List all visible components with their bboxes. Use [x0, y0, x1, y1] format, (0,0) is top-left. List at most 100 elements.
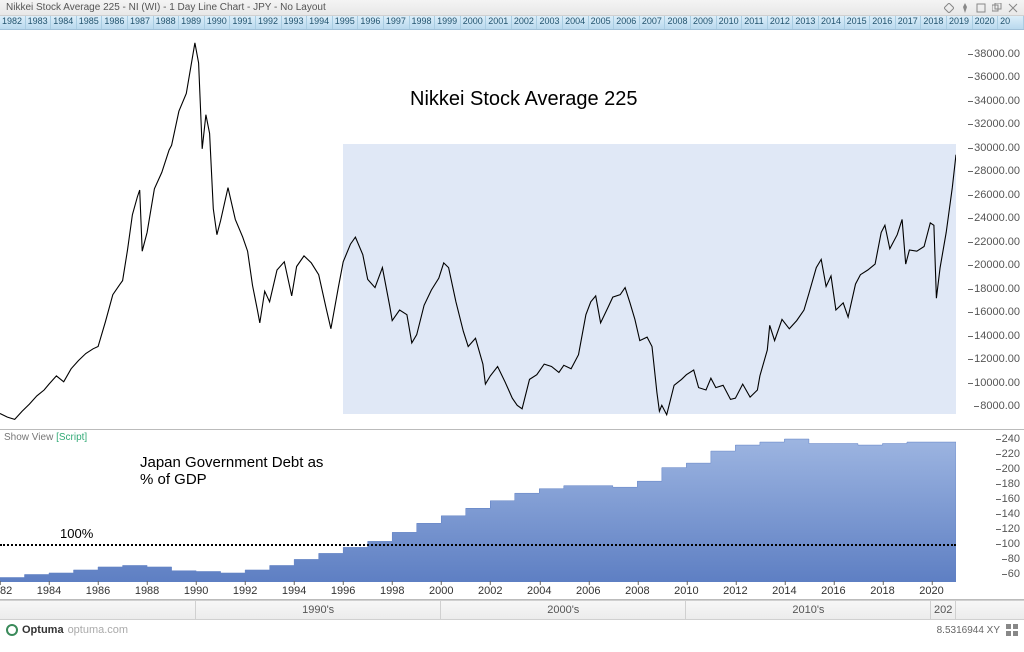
- y-tick-label: 14000.00: [974, 330, 1020, 342]
- timeline-year: 2018: [921, 16, 947, 29]
- y-tick-label: 18000.00: [974, 283, 1020, 295]
- timeline-year: 2017: [896, 16, 922, 29]
- header-icon-group: [944, 3, 1018, 13]
- decade-segment: 202: [931, 601, 956, 619]
- y-tick-label: 180: [1002, 478, 1020, 490]
- timeline-year: 2016: [870, 16, 896, 29]
- timeline-year: 2010: [717, 16, 743, 29]
- x-tick-label: 1984: [37, 585, 61, 597]
- timeline-year: 1989: [179, 16, 205, 29]
- y-tick-label: 34000.00: [974, 95, 1020, 107]
- timeline-year: 1983: [26, 16, 52, 29]
- timeline-year: 2015: [845, 16, 871, 29]
- brand-logo[interactable]: Optuma optuma.com: [6, 624, 128, 636]
- y-tick-label: 20000.00: [974, 259, 1020, 271]
- y-tick-label: 80: [1008, 553, 1020, 565]
- timeline-year: 2020: [973, 16, 999, 29]
- sub-x-axis: 1982 1984 1986 1988 1990 1992 1994 1996 1998 2000…: [0, 581, 956, 599]
- y-tick-label: 240: [1002, 433, 1020, 445]
- x-tick-label: 2000: [429, 585, 453, 597]
- timeline-year: 2019: [947, 16, 973, 29]
- timeline-top: 1982198319841985198619871988198919901991…: [0, 16, 1024, 30]
- y-tick-label: 220: [1002, 448, 1020, 460]
- timeline-year: 2002: [512, 16, 538, 29]
- timeline-year: 2013: [793, 16, 819, 29]
- x-tick-label: 2012: [723, 585, 747, 597]
- y-tick-label: 100: [1002, 538, 1020, 550]
- pin-icon[interactable]: [960, 3, 970, 13]
- timeline-year: 2001: [486, 16, 512, 29]
- timeline-year: 1992: [256, 16, 282, 29]
- x-tick-label: 2020: [919, 585, 943, 597]
- decade-segment: 2010's: [686, 601, 931, 619]
- main-chart-title: Nikkei Stock Average 225: [410, 88, 638, 111]
- timeline-year: 1994: [307, 16, 333, 29]
- x-tick-label: 1998: [380, 585, 404, 597]
- y-tick-label: 22000.00: [974, 236, 1020, 248]
- coordinate-readout: 8.5316944 XY: [937, 625, 1000, 636]
- x-tick-label: 2008: [625, 585, 649, 597]
- close-icon[interactable]: [1008, 3, 1018, 13]
- timeline-year: 2003: [537, 16, 563, 29]
- timeline-year: 2004: [563, 16, 589, 29]
- y-tick-label: 60: [1008, 568, 1020, 580]
- sub-y-axis: 60 80 100 120 140 160 180 200 220 240: [964, 430, 1024, 599]
- timeline-year: 2012: [768, 16, 794, 29]
- y-tick-label: 160: [1002, 493, 1020, 505]
- timeline-year: 2014: [819, 16, 845, 29]
- decade-segment: [0, 601, 196, 619]
- grid-icon[interactable]: [1006, 624, 1018, 636]
- y-tick-label: 140: [1002, 508, 1020, 520]
- timeline-year: 20: [998, 16, 1024, 29]
- timeline-year: 1988: [154, 16, 180, 29]
- logo-icon: [6, 624, 18, 636]
- y-tick-label: 28000.00: [974, 165, 1020, 177]
- x-tick-label: 2010: [674, 585, 698, 597]
- x-tick-label: 1988: [135, 585, 159, 597]
- main-y-axis: 8000.0010000.0012000.0014000.0016000.001…: [964, 30, 1024, 429]
- y-tick-label: 36000.00: [974, 71, 1020, 83]
- timeline-year: 1984: [51, 16, 77, 29]
- footer: Optuma optuma.com 8.5316944 XY: [0, 620, 1024, 640]
- window-header: Nikkei Stock Average 225 - NI (WI) - 1 D…: [0, 0, 1024, 16]
- timeline-year: 2009: [691, 16, 717, 29]
- timeline-year: 1991: [230, 16, 256, 29]
- y-tick-label: 10000.00: [974, 377, 1020, 389]
- main-nikkei-chart: Nikkei Stock Average 225 8000.0010000.00…: [0, 30, 1024, 430]
- x-tick-label: 1990: [184, 585, 208, 597]
- sub-chart-title: Japan Government Debt as % of GDP: [140, 454, 323, 488]
- timeline-year: 1985: [77, 16, 103, 29]
- decade-bar: 1990's2000's2010's202: [0, 600, 1024, 620]
- timeline-year: 1995: [333, 16, 359, 29]
- x-tick-label: 1996: [331, 585, 355, 597]
- header-title: Nikkei Stock Average 225 - NI (WI) - 1 D…: [6, 2, 326, 13]
- timeline-year: 1993: [282, 16, 308, 29]
- x-tick-label: 1982: [0, 585, 12, 597]
- x-tick-label: 2002: [478, 585, 502, 597]
- y-tick-label: 26000.00: [974, 189, 1020, 201]
- debt-gdp-chart: Show View [Script] Japan Government Debt…: [0, 430, 1024, 600]
- window-icon[interactable]: [976, 3, 986, 13]
- y-tick-label: 30000.00: [974, 142, 1020, 154]
- x-tick-label: 1992: [233, 585, 257, 597]
- timeline-year: 1982: [0, 16, 26, 29]
- timeline-year: 1986: [102, 16, 128, 29]
- x-tick-label: 2004: [527, 585, 551, 597]
- x-tick-label: 2006: [576, 585, 600, 597]
- y-tick-label: 120: [1002, 523, 1020, 535]
- y-tick-label: 200: [1002, 463, 1020, 475]
- x-tick-label: 1994: [282, 585, 306, 597]
- timeline-year: 2006: [614, 16, 640, 29]
- copy-icon[interactable]: [992, 3, 1002, 13]
- timeline-year: 2008: [665, 16, 691, 29]
- x-tick-label: 2016: [821, 585, 845, 597]
- x-tick-label: 1986: [86, 585, 110, 597]
- timeline-year: 1997: [384, 16, 410, 29]
- decade-segment: 1990's: [196, 601, 441, 619]
- decade-segment: 2000's: [441, 601, 686, 619]
- timeline-year: 2005: [589, 16, 615, 29]
- x-tick-label: 2014: [772, 585, 796, 597]
- timeline-year: 1996: [358, 16, 384, 29]
- timeline-year: 2007: [640, 16, 666, 29]
- diamond-icon[interactable]: [944, 3, 954, 13]
